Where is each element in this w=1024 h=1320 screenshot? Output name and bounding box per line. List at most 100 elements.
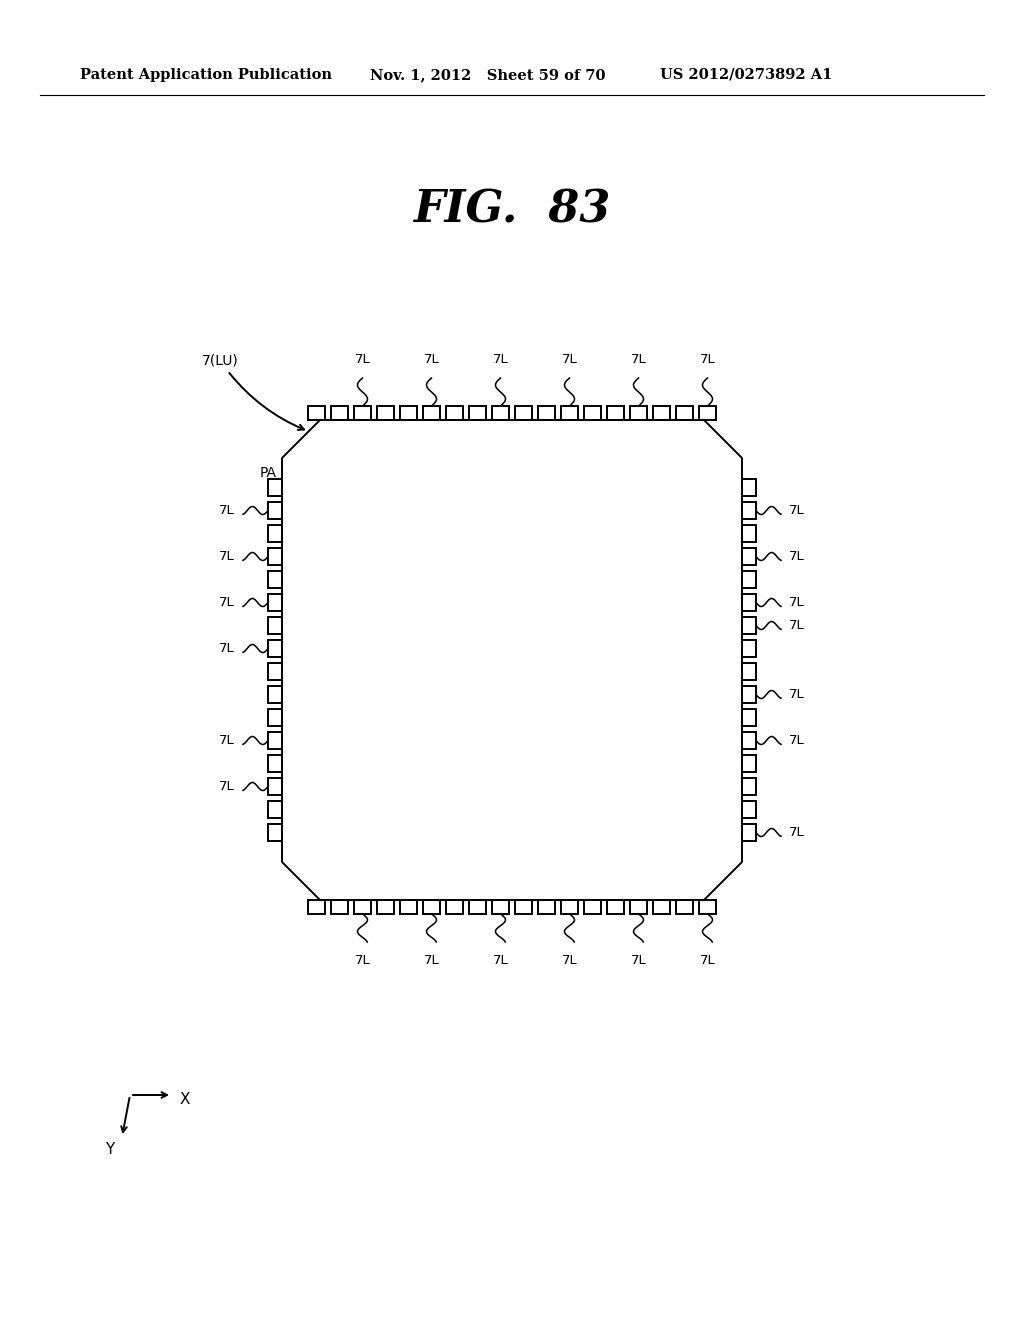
Bar bbox=[423, 407, 440, 420]
Text: 7L: 7L bbox=[790, 734, 805, 747]
Bar bbox=[538, 407, 555, 420]
Text: 7L: 7L bbox=[219, 734, 234, 747]
Text: FIG.  83: FIG. 83 bbox=[414, 189, 610, 231]
Bar bbox=[538, 900, 555, 913]
Bar bbox=[400, 900, 417, 913]
Text: 7L: 7L bbox=[631, 352, 646, 366]
Text: 7L: 7L bbox=[493, 352, 508, 366]
Bar bbox=[630, 407, 647, 420]
Text: 7L: 7L bbox=[493, 954, 508, 968]
Bar bbox=[742, 755, 756, 772]
Text: 7L: 7L bbox=[219, 504, 234, 517]
Bar bbox=[742, 801, 756, 818]
Bar bbox=[268, 548, 282, 565]
Text: Patent Application Publication: Patent Application Publication bbox=[80, 69, 332, 82]
Text: 7L: 7L bbox=[699, 954, 716, 968]
Bar bbox=[377, 900, 394, 913]
Text: Y: Y bbox=[105, 1142, 115, 1158]
Bar bbox=[268, 663, 282, 680]
Bar bbox=[354, 407, 371, 420]
Bar bbox=[653, 407, 670, 420]
Bar bbox=[268, 824, 282, 841]
Bar bbox=[561, 407, 578, 420]
Bar bbox=[742, 616, 756, 634]
Bar bbox=[400, 407, 417, 420]
Bar bbox=[446, 900, 463, 913]
Bar bbox=[492, 407, 509, 420]
Bar bbox=[377, 407, 394, 420]
Text: 7L: 7L bbox=[790, 619, 805, 632]
Text: X: X bbox=[180, 1093, 190, 1107]
Bar bbox=[331, 407, 348, 420]
Text: 7L: 7L bbox=[561, 352, 578, 366]
Bar bbox=[469, 900, 486, 913]
Bar bbox=[742, 663, 756, 680]
Bar bbox=[742, 709, 756, 726]
Text: 7L: 7L bbox=[790, 597, 805, 609]
Text: 7L: 7L bbox=[790, 550, 805, 564]
Bar bbox=[742, 572, 756, 587]
Text: 7L: 7L bbox=[219, 780, 234, 793]
Text: Nov. 1, 2012   Sheet 59 of 70: Nov. 1, 2012 Sheet 59 of 70 bbox=[370, 69, 605, 82]
Bar bbox=[268, 502, 282, 519]
Bar bbox=[742, 640, 756, 657]
Bar bbox=[492, 900, 509, 913]
Bar bbox=[515, 900, 532, 913]
Bar bbox=[268, 733, 282, 748]
Bar bbox=[515, 407, 532, 420]
Bar bbox=[268, 686, 282, 704]
Bar bbox=[268, 616, 282, 634]
Bar bbox=[699, 407, 716, 420]
Text: 7L: 7L bbox=[424, 352, 439, 366]
Text: PA: PA bbox=[260, 466, 278, 480]
Bar bbox=[607, 407, 624, 420]
Bar bbox=[308, 407, 325, 420]
Bar bbox=[676, 900, 693, 913]
Bar bbox=[268, 709, 282, 726]
Bar bbox=[446, 407, 463, 420]
Text: 7L: 7L bbox=[790, 688, 805, 701]
Bar bbox=[308, 900, 325, 913]
Bar bbox=[742, 733, 756, 748]
Bar bbox=[742, 594, 756, 611]
Bar bbox=[676, 407, 693, 420]
Text: 7L: 7L bbox=[424, 954, 439, 968]
Bar bbox=[742, 686, 756, 704]
Text: 7L: 7L bbox=[631, 954, 646, 968]
Bar bbox=[268, 777, 282, 795]
Bar bbox=[584, 900, 601, 913]
Text: 7L: 7L bbox=[219, 597, 234, 609]
Bar bbox=[268, 801, 282, 818]
Text: 7L: 7L bbox=[354, 352, 371, 366]
Bar bbox=[742, 502, 756, 519]
Bar bbox=[653, 900, 670, 913]
Text: 7L: 7L bbox=[354, 954, 371, 968]
Bar bbox=[268, 594, 282, 611]
Bar bbox=[268, 755, 282, 772]
Bar bbox=[469, 407, 486, 420]
Bar bbox=[742, 777, 756, 795]
Bar bbox=[561, 900, 578, 913]
Bar bbox=[354, 900, 371, 913]
Text: 7(LU): 7(LU) bbox=[202, 354, 304, 430]
Bar bbox=[268, 640, 282, 657]
Text: 7L: 7L bbox=[219, 550, 234, 564]
Text: 7L: 7L bbox=[219, 642, 234, 655]
Text: 7L: 7L bbox=[790, 504, 805, 517]
Text: 7L: 7L bbox=[699, 352, 716, 366]
Bar bbox=[742, 479, 756, 496]
Bar bbox=[742, 824, 756, 841]
Bar bbox=[423, 900, 440, 913]
Bar bbox=[268, 525, 282, 543]
Text: US 2012/0273892 A1: US 2012/0273892 A1 bbox=[660, 69, 833, 82]
Bar bbox=[742, 525, 756, 543]
Bar bbox=[699, 900, 716, 913]
Bar bbox=[268, 479, 282, 496]
Bar bbox=[268, 572, 282, 587]
Bar bbox=[630, 900, 647, 913]
Bar bbox=[584, 407, 601, 420]
Bar bbox=[742, 548, 756, 565]
Bar bbox=[607, 900, 624, 913]
Text: 7L: 7L bbox=[561, 954, 578, 968]
Text: 7L: 7L bbox=[790, 826, 805, 840]
